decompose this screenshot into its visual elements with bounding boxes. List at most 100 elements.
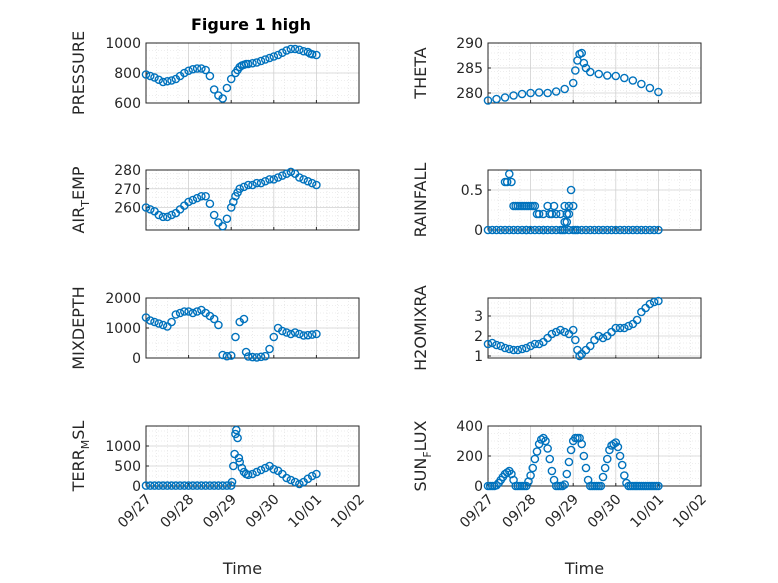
y-tick-label: 400 bbox=[456, 419, 483, 435]
data-point bbox=[192, 64, 202, 73]
data-point bbox=[243, 470, 253, 480]
data-point bbox=[496, 225, 506, 235]
data-point bbox=[209, 314, 219, 324]
data-point bbox=[522, 225, 531, 235]
data-point bbox=[282, 473, 291, 483]
data-point bbox=[188, 481, 198, 490]
data-point bbox=[307, 49, 317, 59]
data-point bbox=[290, 477, 300, 487]
data-point bbox=[534, 88, 544, 97]
x-axis-label: Time bbox=[222, 559, 262, 578]
data-point bbox=[564, 225, 574, 235]
data-point bbox=[620, 225, 629, 235]
data-point bbox=[579, 58, 589, 68]
data-point bbox=[534, 209, 544, 219]
data-point bbox=[307, 471, 317, 481]
data-point bbox=[243, 180, 253, 190]
data-point bbox=[256, 178, 266, 188]
data-point bbox=[201, 191, 210, 201]
data-point bbox=[222, 214, 232, 224]
data-point bbox=[602, 454, 612, 464]
y-tick-label: 285 bbox=[456, 61, 483, 77]
axes-box bbox=[145, 169, 360, 231]
data-point bbox=[560, 327, 569, 337]
data-point bbox=[232, 425, 241, 435]
data-point bbox=[545, 454, 555, 464]
data-point bbox=[145, 205, 155, 214]
data-point bbox=[260, 176, 270, 186]
y-tick-label: 270 bbox=[114, 182, 141, 198]
axes-box bbox=[487, 297, 702, 359]
data-point bbox=[290, 44, 300, 54]
data-point bbox=[558, 225, 567, 235]
data-point bbox=[602, 225, 612, 235]
data-point bbox=[282, 169, 291, 179]
data-point bbox=[239, 182, 249, 192]
data-point bbox=[154, 481, 164, 490]
data-point bbox=[517, 344, 527, 354]
data-point bbox=[526, 471, 535, 480]
data-point bbox=[492, 94, 501, 104]
data-point bbox=[214, 320, 223, 330]
data-point bbox=[252, 58, 262, 67]
data-point bbox=[543, 444, 552, 453]
data-point bbox=[141, 481, 151, 490]
y-axis-label: AIRTEMP bbox=[69, 166, 92, 233]
data-point bbox=[620, 471, 629, 480]
data-point bbox=[607, 225, 616, 235]
axes-box bbox=[487, 42, 702, 104]
data-point bbox=[568, 201, 578, 211]
data-point bbox=[256, 56, 266, 66]
data-point bbox=[637, 79, 646, 89]
data-point bbox=[167, 481, 176, 490]
data-point bbox=[278, 48, 287, 58]
data-point bbox=[154, 210, 164, 220]
data-point bbox=[536, 435, 546, 444]
data-point bbox=[197, 481, 206, 490]
data-point bbox=[201, 65, 210, 75]
data-point bbox=[558, 481, 567, 491]
data-point bbox=[573, 225, 582, 235]
data-point bbox=[233, 433, 242, 443]
data-point bbox=[483, 96, 493, 105]
data-point bbox=[547, 209, 557, 219]
data-series bbox=[141, 44, 321, 103]
data-point bbox=[615, 225, 625, 235]
data-point bbox=[564, 457, 574, 467]
data-point bbox=[214, 481, 223, 490]
y-axis-label: TERRMSL bbox=[69, 421, 92, 493]
data-point bbox=[218, 481, 227, 490]
data-point bbox=[192, 193, 202, 203]
data-point bbox=[273, 50, 283, 60]
data-point bbox=[286, 329, 296, 339]
data-point bbox=[162, 481, 172, 490]
data-point bbox=[632, 225, 642, 235]
subplot-pressure: 600 800 1000 PRESSURE bbox=[69, 31, 360, 115]
data-point bbox=[551, 209, 561, 219]
data-point bbox=[585, 225, 595, 235]
x-tick-label: 09/27 bbox=[457, 492, 497, 532]
data-point bbox=[209, 210, 219, 220]
data-point bbox=[605, 445, 614, 455]
data-point bbox=[556, 325, 565, 335]
data-point bbox=[256, 465, 266, 475]
data-point bbox=[628, 225, 638, 235]
data-point bbox=[568, 78, 578, 88]
data-point bbox=[154, 75, 164, 85]
subplot-air-temp: 260 270 280 AIRTEMP bbox=[69, 163, 360, 234]
y-axis-label: THETA bbox=[411, 47, 430, 99]
data-point bbox=[218, 221, 227, 231]
data-point bbox=[167, 317, 176, 327]
data-point bbox=[560, 480, 569, 489]
data-point bbox=[513, 345, 523, 355]
data-point bbox=[243, 59, 253, 69]
data-point bbox=[504, 344, 514, 354]
data-point bbox=[632, 315, 642, 325]
data-point bbox=[290, 328, 300, 337]
data-point bbox=[265, 53, 274, 63]
data-point bbox=[577, 225, 587, 235]
data-point bbox=[162, 212, 172, 222]
data-point bbox=[483, 339, 493, 349]
y-tick-label: 600 bbox=[114, 96, 141, 112]
